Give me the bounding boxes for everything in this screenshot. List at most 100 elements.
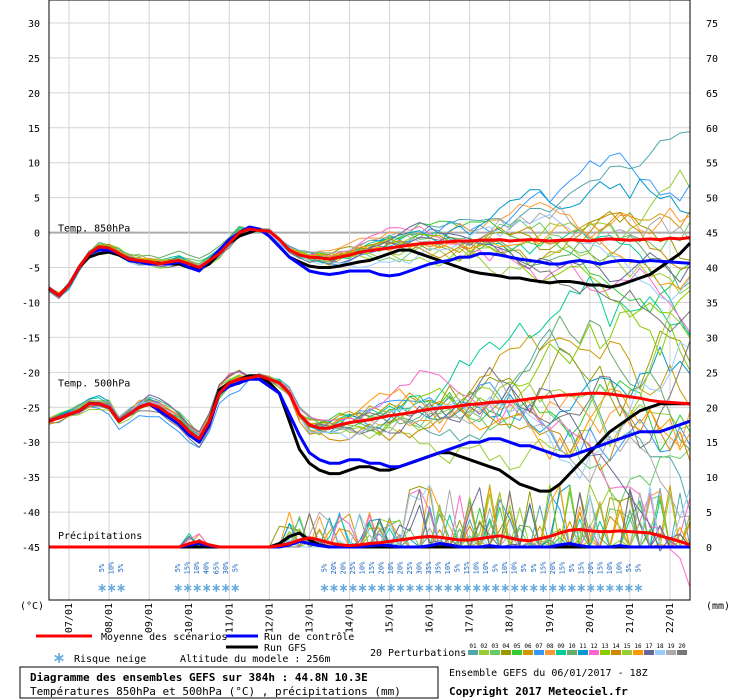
snow-risk-icon: [558, 584, 567, 592]
date-tick-label: 09/01: [144, 603, 155, 633]
snow-risk-label: 5%: [520, 563, 528, 572]
snow-risk-icon: [482, 584, 490, 592]
series-line: [49, 528, 691, 549]
right-tick-label: 70: [706, 54, 718, 65]
snow-risk-label: 10%: [606, 561, 614, 574]
snow-risk-icon: [501, 584, 509, 592]
snow-risk-label: 10%: [482, 561, 490, 574]
snow-risk-label: 40%: [203, 561, 211, 574]
series-line: [48, 377, 691, 469]
snow-risk-label: 10%: [615, 561, 623, 574]
right-tick-label: 15: [706, 438, 718, 449]
perturbation-number: 13: [601, 643, 609, 650]
snow-risk-label: 5%: [568, 563, 576, 572]
snow-risk-icon: [520, 584, 528, 592]
snow-risk-icon: [577, 584, 586, 592]
snow-risk-label: 15%: [577, 561, 585, 574]
chart-title: Diagramme des ensembles GEFS sur 384h : …: [30, 671, 368, 684]
snow-risk-icon: [463, 584, 471, 592]
main-series: [48, 225, 692, 549]
perturbation-number: 06: [524, 643, 532, 650]
snow-icon: [54, 653, 64, 663]
perturbation-swatch: [578, 650, 588, 655]
snow-risk-icon: [377, 584, 386, 592]
perturbation-swatch: [545, 650, 555, 655]
snow-risk-icon: [444, 584, 452, 592]
left-tick-label: 30: [28, 19, 40, 30]
snow-risk-icon: [510, 584, 519, 592]
left-tick-label: 5: [34, 194, 40, 205]
snow-risk-label: 35%: [435, 561, 443, 574]
snow-risk-icon: [330, 584, 338, 592]
snow-risk-label: 30%: [416, 561, 424, 574]
left-tick-label: 15: [28, 124, 40, 135]
perturbation-number: 16: [634, 643, 642, 650]
perturbation-number: 20: [678, 643, 686, 650]
snow-risk-label: 5%: [117, 563, 125, 572]
perturbation-line: [48, 370, 691, 552]
snow-risk-icon: [222, 584, 230, 592]
snow-risk-label: 10%: [501, 561, 509, 574]
snow-risk-label: 5%: [454, 563, 462, 572]
left-tick-label: -5: [28, 264, 40, 275]
snow-risk-label: 15%: [539, 561, 547, 574]
perturbation-swatch: [589, 650, 599, 655]
perturbation-number: 12: [590, 643, 598, 650]
snow-risk-icon: [472, 584, 481, 592]
perturbation-swatch: [677, 650, 687, 655]
date-tick-label: 11/01: [224, 603, 235, 633]
perturbation-line: [48, 225, 691, 299]
perturbation-swatch: [468, 650, 478, 655]
snow-risk-label: 30%: [222, 561, 230, 574]
snow-risk-icon: [634, 584, 643, 592]
snow-risk-icon: [349, 584, 357, 592]
right-tick-label: 20: [706, 403, 718, 414]
perturbation-swatch: [479, 650, 489, 655]
snow-risk-label: 25%: [406, 561, 414, 574]
date-tick-label: 22/01: [665, 603, 676, 633]
snow-risk-label: 5%: [625, 563, 633, 572]
snow-risk-icon: [615, 584, 624, 592]
perturbation-swatch: [501, 650, 511, 655]
right-tick-label: 25: [706, 368, 718, 379]
snow-risk-icon: [320, 584, 329, 592]
snow-risk-icon: [358, 584, 367, 592]
perturbation-line: [48, 228, 691, 297]
perturbation-number: 03: [491, 643, 499, 650]
right-tick-label: 75: [706, 19, 718, 30]
snow-risk-icon: [183, 584, 192, 592]
right-tick-label: 0: [706, 543, 712, 554]
snow-risk-icon: [98, 584, 106, 592]
snow-risk-label: 20%: [587, 561, 595, 574]
right-tick-label: 60: [706, 124, 718, 135]
snow-risk-icon: [568, 584, 576, 592]
snow-risk-icon: [425, 584, 433, 592]
copyright-label: Copyright 2017 Meteociel.fr: [449, 685, 628, 698]
snow-risk-icon: [212, 584, 221, 592]
left-tick-label: 0: [34, 229, 40, 240]
date-tick-label: 16/01: [425, 603, 436, 633]
perturbation-swatch: [556, 650, 566, 655]
perturbation-number: 17: [645, 643, 653, 650]
snow-risk-label: 5%: [98, 563, 106, 572]
snow-risk-label: 10%: [473, 561, 481, 574]
title-box: [19, 666, 439, 699]
left-tick-label: -45: [22, 543, 40, 554]
legend-control-label: Run de contrôle: [264, 631, 354, 643]
perturbation-swatch: [523, 650, 533, 655]
perturbation-number: 08: [546, 643, 554, 650]
right-tick-label: 5: [706, 508, 712, 519]
snow-risk-icon: [396, 584, 405, 592]
right-axis-unit: (mm): [706, 601, 730, 612]
snow-risk-label: 15%: [368, 561, 376, 574]
legend-altitude-label: Altitude du modele : 256m: [180, 654, 331, 665]
snow-risk-label: 10%: [444, 561, 452, 574]
snow-risk-label: 15%: [463, 561, 471, 574]
snow-risk-icon: [406, 584, 414, 592]
snow-risk-icon: [387, 584, 395, 592]
snow-risk-icon: [231, 584, 240, 592]
perturbation-swatch: [644, 650, 654, 655]
perturbation-number: 04: [502, 643, 510, 650]
legend-gfs-label: Run GFS: [264, 643, 306, 654]
